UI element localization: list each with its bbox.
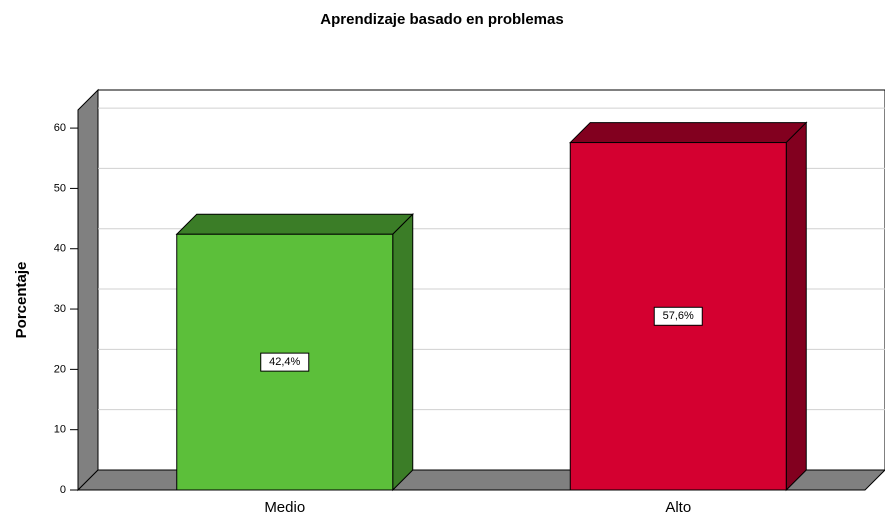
y-tick-label: 60 (54, 122, 66, 134)
bar-side (785, 121, 807, 492)
x-tick-label: Medio (264, 499, 305, 516)
bar-top (175, 213, 414, 235)
y-tick-label: 0 (60, 484, 66, 496)
y-tick-label: 50 (54, 182, 66, 194)
y-axis-label: Porcentaje (13, 262, 30, 339)
bar-side (392, 213, 414, 492)
x-tick-label: Alto (665, 499, 691, 516)
y-tick-label: 20 (54, 363, 66, 375)
value-label-box (653, 306, 703, 326)
left-wall (77, 88, 99, 492)
y-tick-label: 10 (54, 424, 66, 436)
value-label: 57,6% (663, 310, 694, 322)
chart-title: Aprendizaje basado en problemas (320, 11, 563, 28)
value-label: 42,4% (269, 356, 300, 368)
value-label-box (260, 352, 310, 372)
y-tick-label: 40 (54, 243, 66, 255)
y-tick-label: 30 (54, 303, 66, 315)
bar-top (569, 122, 808, 144)
